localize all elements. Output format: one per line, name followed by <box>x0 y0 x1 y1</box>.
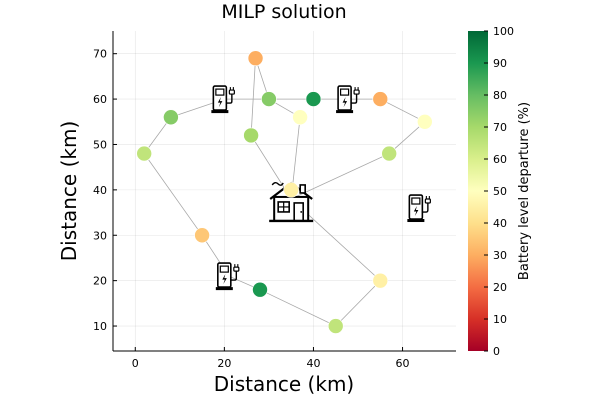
chart-title: MILP solution <box>221 1 346 23</box>
colorbar-tick-label: 100 <box>493 25 514 38</box>
x-tick-label: 0 <box>132 357 139 370</box>
customer-point <box>381 145 397 162</box>
customer-point <box>305 91 322 107</box>
colorbar-tick-label: 70 <box>493 121 507 134</box>
colorbar-tick-label: 30 <box>493 249 507 262</box>
customer-point <box>372 272 389 289</box>
colorbar-ticks: 0 10 20 30 40 50 60 70 80 90 100 <box>484 25 514 358</box>
x-axis-label: Distance (km) <box>214 372 354 396</box>
customer-point <box>417 113 433 130</box>
charging-station-icon <box>211 85 235 114</box>
y-tick-label: 50 <box>93 138 107 151</box>
colorbar-tick-label: 10 <box>493 313 507 326</box>
charging-station-icon <box>215 262 240 291</box>
customer-point <box>243 127 259 144</box>
colorbar-label: Battery level departure (%) <box>517 102 532 280</box>
colorbar: 0 10 20 30 40 50 60 70 80 90 100 Battery level dep… <box>468 25 532 358</box>
charging-station-icon <box>407 194 431 223</box>
colorbar-tick-label: 40 <box>493 217 507 230</box>
y-tick-label: 10 <box>93 320 107 333</box>
y-tick-label: 40 <box>93 184 107 197</box>
x-tick-label: 20 <box>217 357 231 370</box>
y-tick-label: 70 <box>93 48 107 61</box>
customer-point <box>247 50 264 67</box>
customer-point <box>292 109 308 126</box>
icons <box>211 85 431 291</box>
y-tick-label: 20 <box>93 275 107 288</box>
customer-point <box>327 318 344 334</box>
colorbar-tick-label: 0 <box>493 345 500 358</box>
colorbar-tick-label: 60 <box>493 153 507 166</box>
colorbar-tick-label: 80 <box>493 89 507 102</box>
colorbar-tick-label: 20 <box>493 281 507 294</box>
route-line <box>250 58 426 200</box>
axes: 0 20 40 60 10 20 30 40 50 60 70 <box>93 31 456 370</box>
colorbar-tick-label: 90 <box>493 57 507 70</box>
colorbar-tick-label: 50 <box>493 185 507 198</box>
customer-point <box>194 227 210 244</box>
customer-points <box>136 50 433 334</box>
charging-station-icon <box>336 85 360 114</box>
customer-point <box>252 281 268 298</box>
y-tick-label: 30 <box>93 229 107 242</box>
y-axis-label: Distance (km) <box>57 121 81 261</box>
x-tick-label: 40 <box>306 357 320 370</box>
customer-point <box>261 91 277 107</box>
customer-point <box>283 182 299 198</box>
colorbar-gradient <box>468 31 488 351</box>
x-tick-label: 60 <box>396 357 410 370</box>
customer-point <box>136 145 152 162</box>
customer-point <box>163 109 179 126</box>
customer-point <box>372 91 389 107</box>
y-tick-label: 60 <box>93 93 107 106</box>
grid-lines <box>113 31 456 351</box>
